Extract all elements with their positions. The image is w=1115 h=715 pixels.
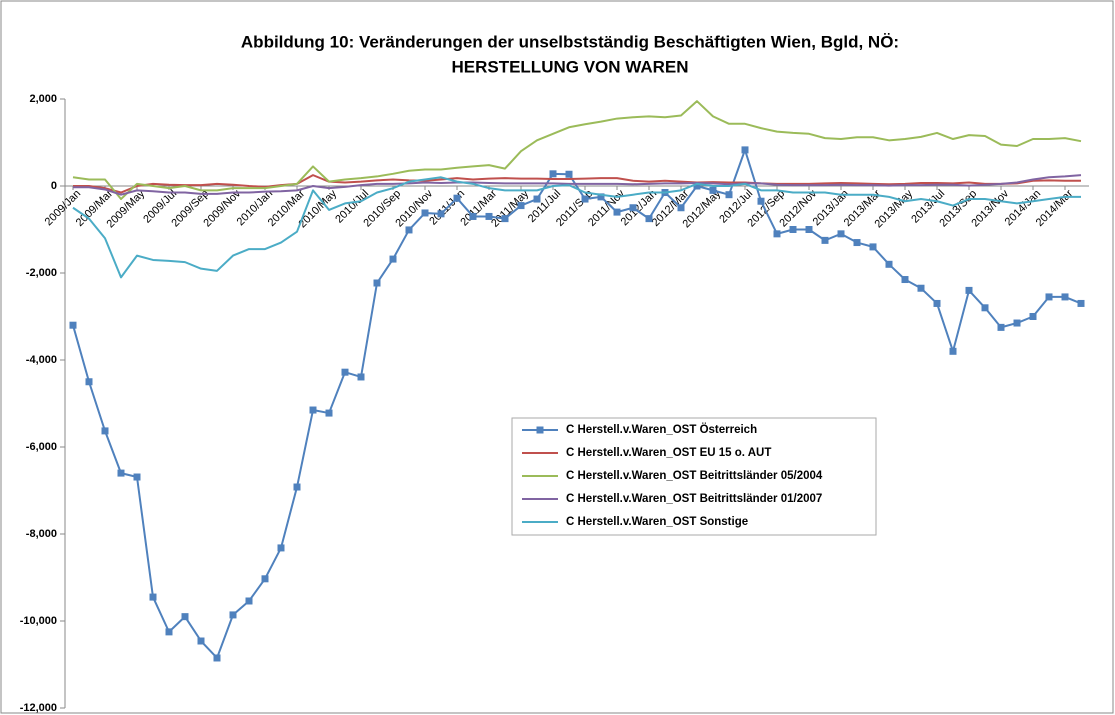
series-marker	[853, 239, 861, 247]
series-marker	[165, 628, 173, 636]
series-marker	[469, 212, 477, 220]
series-marker	[149, 593, 157, 601]
series-marker	[597, 193, 605, 201]
series-marker	[1013, 319, 1021, 327]
series-marker	[437, 210, 445, 218]
series-marker	[773, 230, 781, 238]
series-marker	[85, 378, 93, 386]
series-marker	[181, 613, 189, 621]
series-marker	[357, 373, 365, 381]
chart-title: Abbildung 10: Veränderungen der unselbst…	[241, 32, 899, 51]
series-marker	[1077, 299, 1085, 307]
series-marker	[613, 208, 621, 216]
series-marker	[533, 195, 541, 203]
series-marker	[1029, 313, 1037, 320]
series-line	[73, 174, 1081, 194]
series-marker	[405, 226, 413, 234]
series-marker	[789, 226, 797, 233]
series-line	[72, 148, 1082, 659]
y-tick-label: -6,000	[26, 441, 57, 453]
series-line	[72, 100, 1082, 201]
series-marker	[629, 204, 637, 212]
series-marker	[213, 654, 221, 662]
series-marker	[837, 230, 845, 238]
series-marker	[1045, 293, 1053, 301]
series-marker	[117, 469, 125, 477]
series-marker	[229, 611, 237, 619]
y-tick-label: -4,000	[26, 354, 57, 366]
series-marker	[485, 212, 493, 220]
series-marker	[341, 368, 349, 376]
legend-label: C Herstell.v.Waren_OST Sonstige	[566, 516, 748, 528]
series-marker	[805, 226, 813, 233]
series-marker	[309, 406, 317, 414]
series-marker	[693, 182, 701, 190]
series-marker	[197, 637, 205, 645]
series-marker	[725, 191, 733, 199]
series-marker	[917, 284, 925, 292]
series-marker	[325, 409, 333, 417]
legend-marker	[536, 426, 544, 434]
series-marker	[821, 236, 829, 244]
y-tick-label: 2,000	[29, 93, 57, 105]
series-line	[73, 174, 1082, 196]
series-marker	[981, 304, 989, 312]
legend-box	[511, 417, 877, 536]
series-marker	[949, 347, 957, 355]
series-marker	[757, 197, 765, 205]
series-marker	[965, 286, 973, 294]
series-marker	[101, 427, 109, 435]
series-marker	[885, 260, 893, 268]
series-marker	[261, 575, 269, 583]
series-marker	[389, 255, 397, 263]
legend-label: C Herstell.v.Waren_OST Beitrittsländer 0…	[566, 493, 822, 505]
series-marker	[933, 299, 941, 307]
series-marker	[741, 146, 749, 154]
legend-label: C Herstell.v.Waren_OST EU 15 o. AUT	[566, 447, 771, 459]
series-marker	[901, 276, 909, 284]
series-marker	[709, 186, 717, 194]
series-marker	[869, 243, 877, 251]
series-marker	[277, 544, 285, 552]
y-tick-label: 0	[51, 180, 57, 192]
y-tick-label: -10,000	[20, 615, 57, 627]
series-marker	[373, 279, 381, 287]
series-marker	[565, 170, 573, 178]
series-marker	[453, 194, 461, 202]
y-tick-label: -2,000	[26, 267, 57, 279]
series-marker	[677, 204, 685, 212]
series-marker	[549, 170, 557, 178]
y-tick-label: -8,000	[26, 528, 57, 540]
series-marker	[517, 202, 525, 210]
series-marker	[421, 209, 429, 217]
series-line	[72, 176, 1081, 279]
legend-label: C Herstell.v.Waren_OST Österreich	[566, 423, 757, 436]
chart-subtitle: HERSTELLUNG VON WAREN	[451, 57, 688, 76]
series-marker	[245, 597, 253, 605]
series-marker	[133, 473, 141, 481]
series-marker	[645, 215, 653, 223]
series-marker	[997, 323, 1005, 331]
legend-label: C Herstell.v.Waren_OST Beitrittsländer 0…	[566, 470, 823, 482]
series-marker	[293, 483, 301, 491]
series-marker	[581, 195, 589, 203]
series-marker	[501, 215, 509, 223]
series-marker	[1061, 293, 1069, 301]
series-marker	[69, 321, 77, 329]
y-tick-label: -12,000	[20, 702, 57, 714]
